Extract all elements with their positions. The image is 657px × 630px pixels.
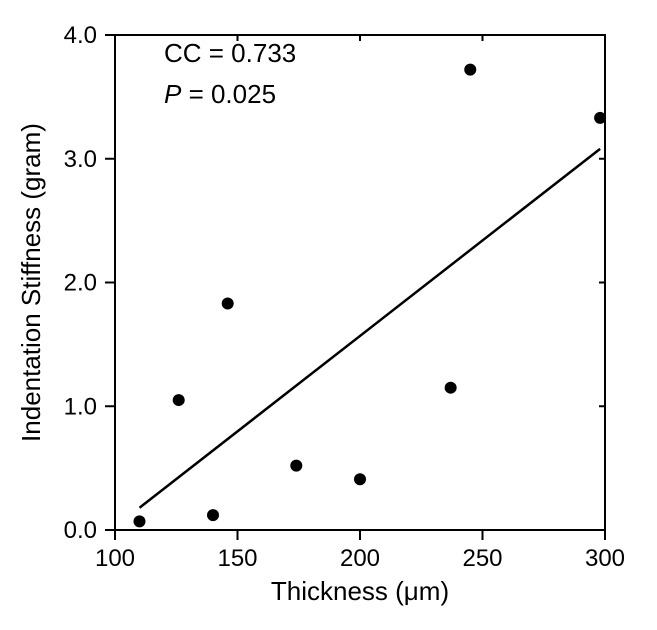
x-tick-label: 150 — [217, 545, 257, 572]
data-point — [445, 382, 457, 394]
regression-line — [140, 149, 601, 508]
data-point — [464, 64, 476, 76]
data-point — [354, 473, 366, 485]
axis-frame — [115, 35, 605, 530]
y-tick-label: 0.0 — [64, 517, 97, 544]
x-tick-label: 250 — [462, 545, 502, 572]
x-tick-label: 200 — [340, 545, 380, 572]
annotation-cc: CC = 0.733 — [164, 38, 296, 68]
y-tick-label: 2.0 — [64, 270, 97, 297]
scatter-chart: 100 150 200 250 300 0.0 1.0 2.0 3.0 4.0 Thickness … — [0, 0, 657, 630]
y-tick-label: 4.0 — [64, 22, 97, 49]
data-point — [222, 298, 234, 310]
data-point — [173, 394, 185, 406]
x-tick-label: 100 — [95, 545, 135, 572]
x-tick-label: 300 — [585, 545, 625, 572]
y-axis-label: Indentation Stiffness (gram) — [16, 123, 46, 442]
y-tick-label: 1.0 — [64, 393, 97, 420]
chart-svg: 100 150 200 250 300 0.0 1.0 2.0 3.0 4.0 Thickness … — [0, 0, 657, 630]
data-point — [594, 112, 606, 124]
x-axis-label: Thickness (μm) — [271, 576, 449, 606]
data-point — [134, 515, 146, 527]
data-point — [290, 460, 302, 472]
data-point — [207, 509, 219, 521]
y-tick-label: 3.0 — [64, 146, 97, 173]
annotation-p: P = 0.025 — [164, 79, 276, 109]
